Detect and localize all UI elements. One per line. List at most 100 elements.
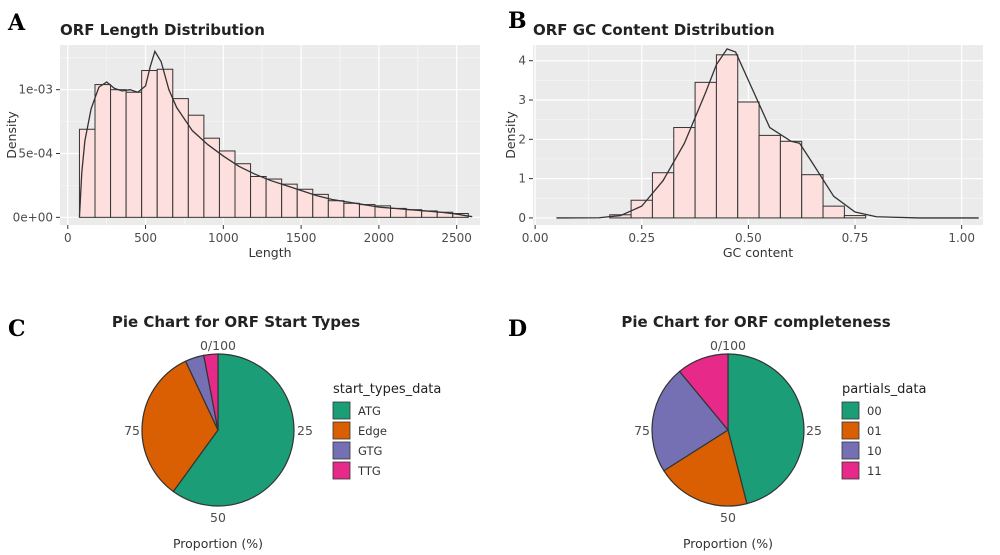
legend-entry-label: 10	[867, 444, 882, 458]
pie-tick-label-50: 50	[720, 510, 736, 525]
histogram-bar	[250, 175, 267, 218]
histogram-bar	[758, 134, 781, 219]
pie-tick-label-25: 25	[806, 423, 822, 438]
legend-entry-label: TTG	[357, 464, 381, 478]
histogram-bar	[94, 84, 112, 218]
y-tick-label: 0e+00	[13, 210, 53, 224]
y-tick-label: 5e-04	[18, 147, 53, 161]
density-curve	[78, 49, 473, 218]
panel-letter-c: C	[8, 316, 26, 342]
histogram-bar	[172, 98, 189, 218]
legend-entry-label: 11	[867, 464, 882, 478]
legend-swatch	[332, 441, 351, 460]
histogram-bar	[694, 81, 717, 219]
legend-swatch	[332, 461, 351, 480]
pie-slices	[651, 353, 805, 507]
x-axis-ticks: 0.00 0.25 0.50 0.75 1.00	[522, 225, 975, 245]
completeness-pie-chart: Pie Chart for ORF completeness 0/100 25 …	[621, 313, 926, 551]
length-histogram-chart: ORF Length Distribution 0 500 1000 1500 2000…	[4, 21, 480, 260]
histogram-bar	[327, 200, 345, 218]
legend-title: partials_data	[842, 382, 926, 397]
legend-title: start_types_data	[333, 382, 441, 397]
pie-tick-label-75: 75	[634, 423, 650, 438]
x-tick-label: 0.00	[522, 231, 549, 245]
histogram-bar	[801, 174, 824, 219]
histogram-bars	[78, 68, 469, 218]
histogram-bar	[234, 163, 252, 218]
start-types-pie-chart: Pie Chart for ORF Start Types 0/100 25 5…	[112, 313, 442, 551]
chart-title: ORF Length Distribution	[60, 21, 265, 39]
y-tick-label: 1e-03	[18, 83, 53, 97]
x-tick-label: 2500	[441, 231, 472, 245]
histogram-bar	[110, 89, 127, 218]
legend-entry-label: 00	[867, 404, 882, 418]
y-tick-label: 4	[518, 54, 526, 68]
histogram-bar	[141, 70, 158, 218]
x-axis-label: Proportion (%)	[683, 536, 773, 551]
pie-tick-label-25: 25	[297, 423, 313, 438]
histogram-bar	[203, 137, 220, 218]
histogram-bar	[265, 178, 283, 218]
panel-letter-d: D	[508, 316, 527, 342]
pie-slice	[203, 353, 219, 431]
histogram-bars	[609, 54, 867, 219]
x-axis-label: Length	[248, 245, 291, 260]
x-tick-label: 0.75	[842, 231, 869, 245]
histogram-bar	[125, 91, 143, 218]
chart-title: Pie Chart for ORF Start Types	[112, 313, 360, 331]
histogram-bar	[715, 54, 739, 219]
pie-slice	[663, 429, 748, 507]
x-tick-label: 2000	[364, 231, 395, 245]
gc-content-histogram-chart: ORF GC Content Distribution 0.00 0.25 0.50…	[503, 21, 983, 260]
histogram-bar	[843, 215, 867, 219]
histogram-bar	[343, 202, 360, 218]
histogram-bar	[218, 150, 236, 218]
legend-items: ATG Edge GTG TTG	[332, 401, 387, 480]
legend: start_types_data ATG Edge GTG TTG	[332, 382, 441, 480]
pie-slice	[678, 353, 729, 432]
y-axis-ticks: 0e+00 5e-04 1e-03	[13, 83, 60, 224]
legend: partials_data 00 01 10 11	[841, 382, 926, 480]
x-axis-ticks: 0 500 1000 1500 2000 2500	[64, 225, 472, 245]
legend-swatch	[332, 401, 351, 420]
pie-slice	[727, 353, 805, 505]
pie-tick-label-0-100: 0/100	[710, 338, 746, 353]
y-axis-label: Density	[4, 111, 19, 159]
histogram-bar	[822, 205, 845, 219]
x-tick-label: 0.50	[735, 231, 762, 245]
x-tick-label: 1.00	[948, 231, 975, 245]
pie-slice	[141, 360, 219, 493]
x-tick-label: 1000	[208, 231, 239, 245]
histogram-bar	[737, 101, 760, 219]
pie-tick-label-0-100: 0/100	[200, 338, 236, 353]
legend-entry-label: Edge	[358, 424, 387, 438]
legend-entry-label: 01	[867, 424, 882, 438]
legend-swatch	[841, 401, 860, 420]
histogram-bar	[673, 127, 696, 219]
pie-slice	[651, 370, 729, 472]
histogram-bar	[187, 114, 205, 218]
x-tick-label: 500	[134, 231, 157, 245]
chart-title: Pie Chart for ORF completeness	[621, 313, 890, 331]
x-tick-label: 0	[64, 231, 72, 245]
x-tick-label: 1500	[286, 231, 317, 245]
panel-letter-a: A	[7, 10, 26, 36]
pie-tick-label-75: 75	[124, 423, 140, 438]
legend-swatch	[841, 421, 860, 440]
chart-title: ORF GC Content Distribution	[533, 21, 775, 39]
legend-items: 00 01 10 11	[841, 401, 882, 480]
y-tick-label: 2	[518, 132, 526, 146]
pie-tick-label-50: 50	[210, 510, 226, 525]
legend-entry-label: ATG	[358, 404, 381, 418]
y-axis-label: Density	[503, 111, 518, 159]
y-axis-ticks: 0 1 2 3 4	[518, 54, 533, 225]
y-tick-label: 1	[518, 172, 526, 186]
histogram-bar	[156, 68, 174, 218]
x-axis-label: GC content	[723, 245, 793, 260]
x-axis-label: Proportion (%)	[173, 536, 263, 551]
density-curve	[556, 48, 979, 219]
histogram-bar	[779, 140, 803, 219]
y-tick-label: 0	[518, 211, 526, 225]
legend-swatch	[841, 461, 860, 480]
